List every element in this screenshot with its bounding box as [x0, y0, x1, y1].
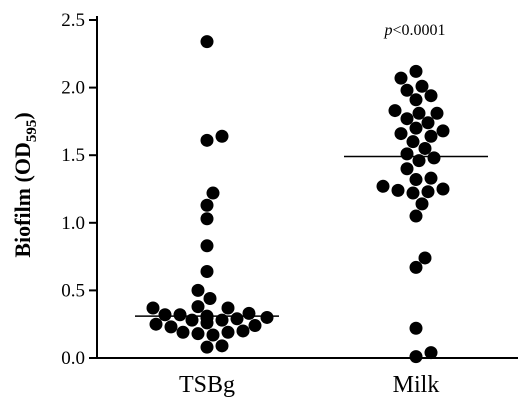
data-point [394, 127, 408, 141]
data-point [409, 260, 423, 274]
y-tick-label: 1.5 [61, 145, 85, 166]
data-point [406, 186, 420, 200]
data-point [191, 283, 205, 297]
data-point [409, 321, 423, 335]
data-point [173, 308, 187, 322]
data-point [191, 327, 205, 341]
data-point [427, 151, 441, 165]
data-point [412, 106, 426, 120]
data-point [409, 350, 423, 364]
data-point [185, 313, 199, 327]
data-point [415, 79, 429, 93]
data-point [418, 251, 432, 265]
data-point [430, 106, 444, 120]
data-point [388, 104, 402, 118]
p-value-annotation: p<0.0001 [383, 22, 445, 39]
data-point [424, 346, 438, 360]
data-point [215, 129, 229, 143]
data-point [409, 64, 423, 78]
y-axis-title: Biofilm (OD595) [10, 112, 40, 257]
data-point [230, 312, 244, 326]
data-point [206, 186, 220, 200]
data-point [215, 313, 229, 327]
data-point [409, 93, 423, 107]
data-point [203, 292, 217, 306]
y-ticks: 0.0 0.5 1.0 1.5 2.0 2.5 [61, 10, 97, 369]
data-point [400, 112, 414, 126]
data-point [158, 308, 172, 322]
data-point [149, 317, 163, 331]
data-point [436, 182, 450, 196]
data-point [394, 71, 408, 85]
x-category-label: TSBg [179, 372, 235, 397]
data-point [200, 133, 214, 147]
y-tick-label: 1.0 [61, 213, 85, 234]
data-point [191, 300, 205, 314]
data-point [400, 147, 414, 161]
data-point [200, 35, 214, 49]
data-point [412, 154, 426, 168]
data-point [400, 83, 414, 97]
data-point [260, 310, 274, 324]
data-point [415, 197, 429, 211]
data-point [215, 339, 229, 353]
data-point [400, 162, 414, 176]
data-point [409, 209, 423, 223]
data-point [409, 121, 423, 135]
data-point [200, 239, 214, 253]
y-tick-label: 2.5 [61, 10, 85, 31]
data-point [200, 198, 214, 212]
data-point [206, 328, 220, 342]
data-point [200, 212, 214, 226]
data-points [146, 35, 450, 364]
data-point [242, 306, 256, 320]
data-point [424, 171, 438, 185]
data-point [421, 185, 435, 199]
data-point [376, 179, 390, 193]
x-category-label: Milk [393, 372, 440, 397]
data-point [409, 173, 423, 187]
data-point [221, 325, 235, 339]
data-point [424, 129, 438, 143]
data-point [176, 325, 190, 339]
y-tick-label: 2.0 [61, 78, 85, 99]
data-point [200, 340, 214, 354]
data-point [406, 135, 420, 149]
data-point [164, 320, 178, 334]
axes [96, 16, 518, 359]
y-tick-label: 0.5 [61, 280, 85, 301]
data-point [418, 141, 432, 155]
data-point [421, 116, 435, 130]
data-point [200, 309, 214, 323]
y-tick-label: 0.0 [61, 348, 85, 369]
data-point [424, 89, 438, 103]
data-point [236, 324, 250, 338]
data-point [391, 183, 405, 197]
data-point [248, 319, 262, 333]
data-point [436, 124, 450, 138]
data-point [200, 264, 214, 278]
data-point [146, 301, 160, 315]
x-category-labels: TSBg Milk [179, 372, 439, 397]
data-point [221, 301, 235, 315]
